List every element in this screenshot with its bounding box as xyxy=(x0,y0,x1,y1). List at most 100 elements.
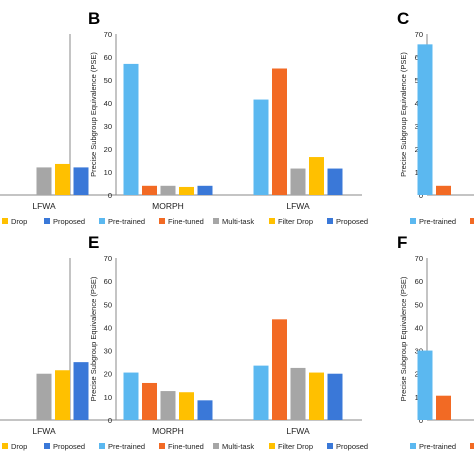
bar-fine-tuned xyxy=(436,395,451,420)
panel-b: B 0 10 20 30 40 50 60 70 Precise Subgroup Equival… xyxy=(88,9,368,226)
legend-swatch-multi-task xyxy=(213,443,219,449)
y-tick-label: 0 xyxy=(419,416,423,425)
legend-label: Proposed xyxy=(53,442,85,451)
legend-label: Pre-trained xyxy=(108,217,145,226)
legend-label: Multi-task xyxy=(222,442,254,451)
legend-label: Proposed xyxy=(53,217,85,226)
bar-multi-task xyxy=(290,367,306,420)
y-tick-label: 60 xyxy=(104,277,112,286)
legend-swatch-fine-tuned xyxy=(470,218,474,224)
y-tick-label: 40 xyxy=(104,99,112,108)
legend-swatch-proposed xyxy=(44,443,50,449)
category-label: LFWA xyxy=(32,426,56,436)
y-tick-label: 10 xyxy=(104,393,112,402)
y-axis-title: Precise Subgroup Equivalence (PSE) xyxy=(399,52,408,177)
legend-label: Pre-trained xyxy=(108,442,145,451)
panel-label: B xyxy=(88,9,100,28)
legend-label: Fine-tuned xyxy=(168,442,204,451)
legend-swatch-filter-drop xyxy=(269,443,275,449)
y-tick-label: 70 xyxy=(415,30,423,39)
y-tick-label: 20 xyxy=(104,145,112,154)
legend-label: Drop xyxy=(11,442,27,451)
bar-multi-task xyxy=(160,185,176,195)
legend-label: Fine-tuned xyxy=(168,217,204,226)
bar-pre-trained xyxy=(417,350,433,420)
legend-swatch-proposed xyxy=(44,218,50,224)
y-axis-title: Precise Subgroup Equivalence (PSE) xyxy=(89,52,98,177)
y-axis-title: Precise Subgroup Equivalence (PSE) xyxy=(399,276,408,401)
y-tick-label: 60 xyxy=(104,53,112,62)
panel-label: C xyxy=(397,9,409,28)
legend-swatch-proposed xyxy=(327,443,333,449)
legend-swatch-filter-drop xyxy=(2,218,8,224)
bar-pre-trained xyxy=(253,365,269,420)
y-tick-label: 50 xyxy=(104,300,112,309)
panel-a: LFWA Drop Proposed xyxy=(0,34,160,226)
bar-proposed xyxy=(197,400,213,420)
bar-multi-task xyxy=(36,373,52,420)
bar-filter-drop xyxy=(55,163,70,195)
bar-fine-tuned xyxy=(142,382,157,420)
category-label: LFWA xyxy=(286,201,310,211)
legend-swatch-pre-trained xyxy=(99,218,105,224)
y-tick-label: 30 xyxy=(104,122,112,131)
bar-proposed xyxy=(197,185,213,195)
category-label: MORPH xyxy=(152,426,184,436)
legend: Pre-trained Fine-tuned Multi-task Filter Dr… xyxy=(99,217,368,226)
bar-pre-trained xyxy=(123,372,139,420)
y-tick-label: 40 xyxy=(415,323,423,332)
bar-multi-task xyxy=(290,168,306,195)
bar-filter-drop xyxy=(179,392,194,420)
legend-label: Pre-trained xyxy=(419,442,456,451)
legend-label: Filter Drop xyxy=(278,442,313,451)
legend-label: Proposed xyxy=(336,217,368,226)
legend-swatch-proposed xyxy=(327,218,333,224)
legend-swatch-pre-trained xyxy=(99,443,105,449)
legend-label: Multi-task xyxy=(222,217,254,226)
y-tick-label: 0 xyxy=(108,191,112,200)
legend: Drop Proposed xyxy=(2,442,85,451)
y-tick-label: 0 xyxy=(419,191,423,200)
panel-e: E 0 10 20 30 40 50 60 70 Precise Subgroup Equival… xyxy=(88,233,368,451)
legend-swatch-fine-tuned xyxy=(470,443,474,449)
bar-filter-drop xyxy=(179,186,194,195)
y-tick-label: 30 xyxy=(104,347,112,356)
bar-proposed xyxy=(327,168,343,195)
bar-fine-tuned xyxy=(142,185,157,195)
bar-filter-drop xyxy=(309,372,324,420)
bar-filter-drop xyxy=(55,370,70,420)
panel-f: F010203040506070Precise Subgroup Equival… xyxy=(397,233,474,451)
y-tick-label: 50 xyxy=(415,300,423,309)
bar-fine-tuned xyxy=(436,185,451,195)
bar-fine-tuned xyxy=(272,319,287,420)
legend-swatch-multi-task xyxy=(213,218,219,224)
y-tick-label: 70 xyxy=(104,30,112,39)
legend-swatch-pre-trained xyxy=(410,218,416,224)
legend-swatch-fine-tuned xyxy=(159,218,165,224)
panel-label: E xyxy=(88,233,99,252)
bar-fine-tuned xyxy=(272,68,287,195)
panel-c: C010203040506070Precise Subgroup Equival… xyxy=(397,9,474,226)
legend-label: Drop xyxy=(11,217,27,226)
legend-swatch-filter-drop xyxy=(269,218,275,224)
legend-swatch-filter-drop xyxy=(2,443,8,449)
legend-label: Proposed xyxy=(336,442,368,451)
y-tick-label: 70 xyxy=(415,254,423,263)
legend-label: Pre-trained xyxy=(419,217,456,226)
panel-label: F xyxy=(397,233,407,252)
bar-pre-trained xyxy=(123,63,139,196)
y-tick-label: 50 xyxy=(104,76,112,85)
bar-multi-task xyxy=(160,391,176,420)
legend: Pre-trained Fine-tuned Multi-task Filter Dr… xyxy=(99,442,368,451)
bar-pre-trained xyxy=(417,44,433,195)
category-label: MORPH xyxy=(152,201,184,211)
y-axis-title: Precise Subgroup Equivalence (PSE) xyxy=(89,276,98,401)
y-tick-label: 40 xyxy=(104,323,112,332)
bar-proposed xyxy=(73,167,89,195)
legend: Drop Proposed xyxy=(2,217,85,226)
y-tick-label: 10 xyxy=(104,168,112,177)
legend-swatch-fine-tuned xyxy=(159,443,165,449)
